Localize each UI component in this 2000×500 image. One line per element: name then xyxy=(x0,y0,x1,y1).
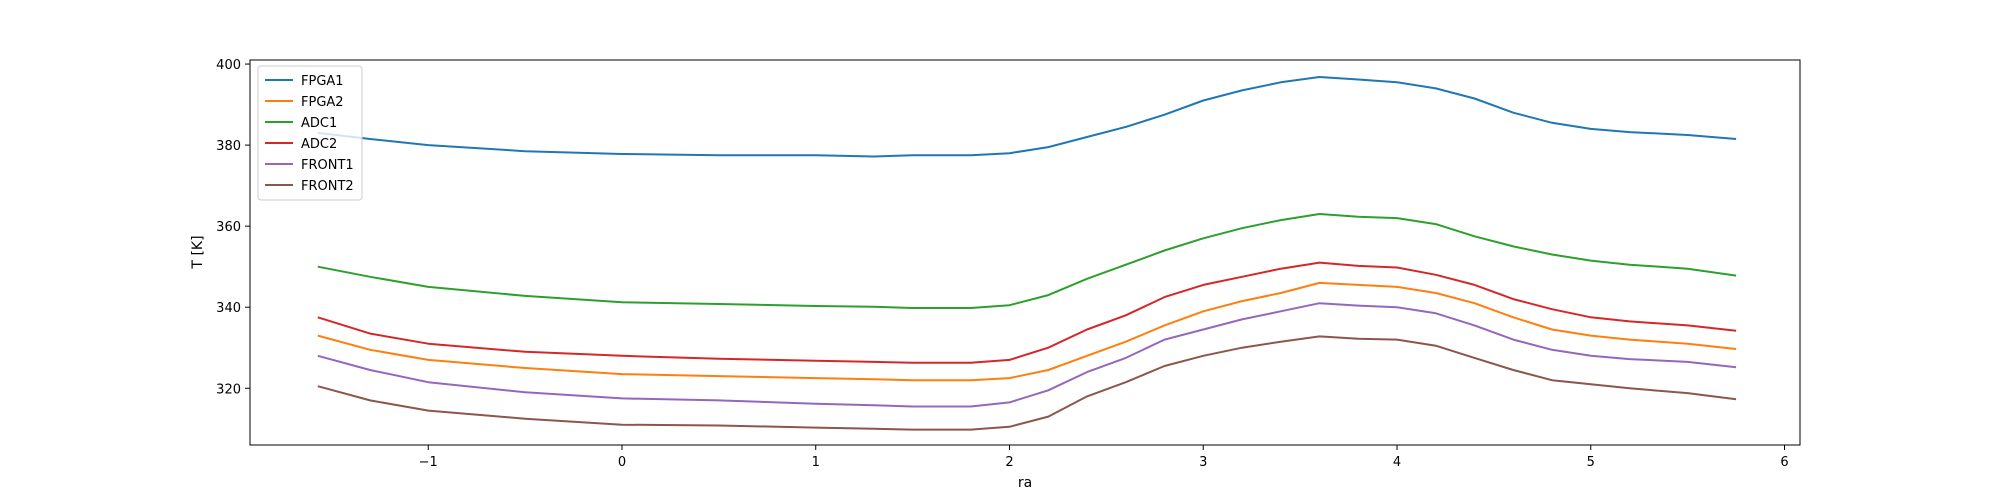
y-tick-label: 340 xyxy=(216,301,241,316)
y-tick-label: 320 xyxy=(216,382,241,397)
legend-label: ADC2 xyxy=(301,137,337,152)
y-tick-label: 360 xyxy=(216,220,241,235)
legend-label: FPGA2 xyxy=(301,95,344,110)
series-line-adc1 xyxy=(317,213,1737,309)
y-tick-label: 400 xyxy=(216,58,241,73)
series-line-fpga1 xyxy=(317,76,1737,158)
y-tick-label: 380 xyxy=(216,139,241,154)
series-line-adc2 xyxy=(317,261,1737,364)
x-tick-label: 2 xyxy=(1005,455,1013,470)
legend-label: FRONT1 xyxy=(301,158,354,173)
legend: FPGA1 FPGA2 ADC1 ADC2 FRONT1 FRONT2 xyxy=(257,65,363,201)
x-axis-label: ra xyxy=(1018,475,1032,491)
x-tick-label: 0 xyxy=(618,455,626,470)
x-tick-label: −1 xyxy=(419,455,438,470)
x-tick-label: 1 xyxy=(812,455,820,470)
y-axis-label: T [K] xyxy=(190,235,206,269)
x-axis-ticks: −1 0 1 2 3 4 5 6 xyxy=(419,445,1789,470)
plot-frame xyxy=(249,59,1801,446)
x-tick-label: 4 xyxy=(1393,455,1401,470)
series-line-fpga2 xyxy=(317,281,1737,382)
x-tick-label: 6 xyxy=(1780,455,1788,470)
legend-label: FRONT2 xyxy=(301,179,354,194)
legend-frame xyxy=(257,65,363,201)
x-tick-label: 5 xyxy=(1587,455,1595,470)
legend-label: ADC1 xyxy=(301,116,337,131)
series-line-front1 xyxy=(317,302,1737,408)
y-axis-ticks: 320 340 360 380 400 xyxy=(216,58,250,397)
series-layer xyxy=(317,76,1737,431)
legend-label: FPGA1 xyxy=(301,74,344,89)
x-tick-label: 3 xyxy=(1199,455,1207,470)
series-line-front2 xyxy=(317,335,1737,431)
